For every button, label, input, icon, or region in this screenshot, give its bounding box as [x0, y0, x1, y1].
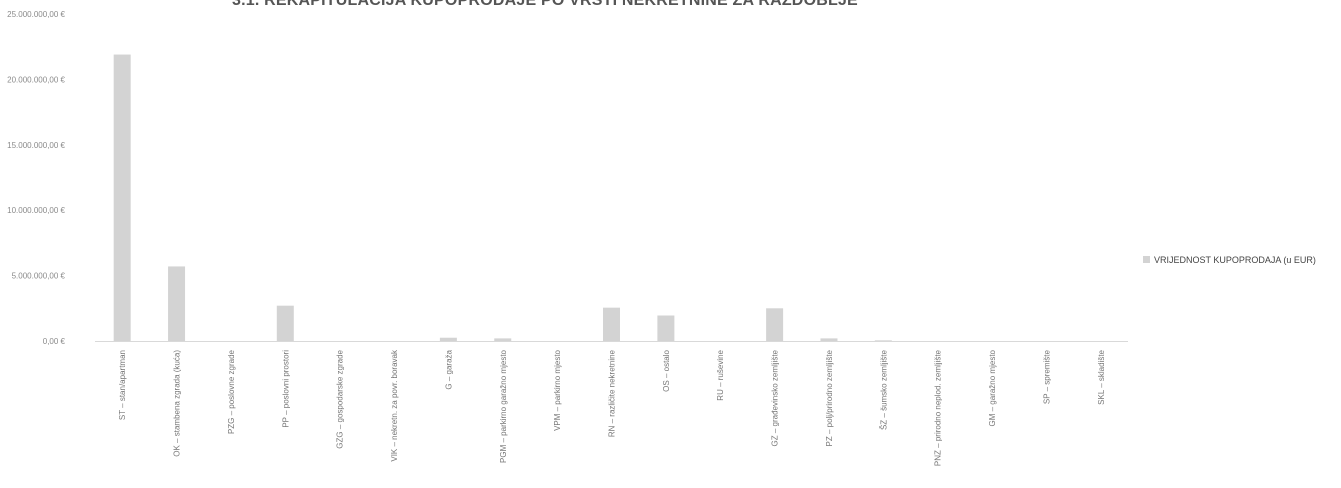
y-tick-label: 20.000.000,00 €	[7, 75, 65, 84]
bar	[766, 308, 784, 341]
bar	[276, 305, 294, 341]
x-tick-label: GZ – građevinsko zemljište	[771, 349, 780, 446]
x-tick-label: GM – garažno mjesto	[988, 349, 997, 426]
legend-swatch	[1143, 256, 1150, 263]
bar	[494, 338, 512, 341]
x-tick-label: SP – spremište	[1042, 349, 1051, 404]
x-tick-label: GZG – gospodarske zgrade	[336, 349, 345, 448]
chart-title: 3.1. REKAPITULACIJA KUPOPRODAJE PO VRSTI…	[232, 0, 858, 9]
bar	[113, 54, 131, 341]
y-tick-label: 0,00 €	[43, 337, 66, 346]
bar	[603, 307, 620, 341]
x-tick-label: RN – različite nekretnine	[608, 349, 617, 437]
x-tick-label: VIK – nekretn. za povr. boravak	[390, 349, 399, 462]
x-tick-label: PZ – polj/prirodno zemljište	[825, 349, 834, 446]
x-tick-label: PP – poslovni prostori	[281, 350, 290, 428]
bar	[168, 266, 186, 341]
x-tick-label: G – garaža	[444, 349, 453, 389]
y-tick-label: 5.000.000,00 €	[12, 272, 66, 281]
legend-label: VRIJEDNOST KUPOPRODAJA (u EUR)	[1154, 255, 1316, 265]
x-tick-label: PGM – parkirno garažno mjesto	[499, 349, 508, 462]
x-tick-label: ST – stan/apartman	[118, 350, 127, 420]
bar	[874, 340, 892, 341]
y-tick-label: 15.000.000,00 €	[7, 141, 65, 150]
x-tick-label: SKL – skladište	[1097, 349, 1106, 404]
x-tick-label: RU – ruševine	[716, 349, 725, 400]
x-tick-label: VPM – parkirno mjesto	[553, 349, 562, 430]
bar	[657, 315, 675, 341]
x-tick-label: PZG – poslovne zgrade	[227, 349, 236, 434]
x-tick-label: ŠZ – šumsko zemljište	[879, 349, 888, 430]
x-tick-label: OS – ostalo	[662, 349, 671, 391]
bar	[439, 337, 457, 341]
bar	[820, 338, 838, 341]
x-tick-label: PNZ – prirodno neplod. zemljište	[934, 349, 943, 466]
y-tick-label: 10.000.000,00 €	[7, 206, 65, 215]
x-tick-label: OK – stambena zgrada (kuća)	[173, 350, 182, 457]
y-tick-label: 25.000.000,00 €	[7, 10, 65, 19]
